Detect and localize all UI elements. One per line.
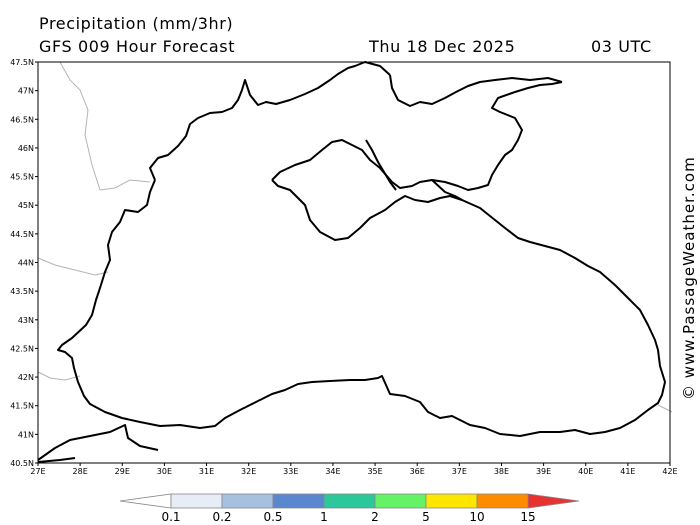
lat-tick-label: 40.5N [10,459,34,468]
lat-tick-label: 45N [18,201,34,210]
lat-tick-label: 41.5N [10,402,34,411]
legend-swatch [476,493,529,509]
lon-tick-label: 36E [410,467,425,476]
lon-tick-label: 37E [452,467,467,476]
lat-tick-label: 43N [18,316,34,325]
lat-tick-label: 46.5N [10,115,34,124]
lon-tick-label: 34E [325,467,340,476]
lat-tick-label: 46N [18,144,34,153]
lon-tick-label: 41E [620,467,635,476]
lat-tick-label: 47N [18,87,34,96]
lon-tick-label: 28E [73,467,88,476]
forecast-time: 03 UTC [591,37,652,56]
lat-tick-label: 43.5N [10,287,34,296]
lat-tick-label: 42N [18,373,34,382]
lon-tick-label: 33E [283,467,298,476]
lat-tick-label: 42.5N [10,344,34,353]
forecast-model: GFS 009 Hour Forecast [39,37,236,56]
lat-tick-label: 45.5N [10,173,34,182]
legend-swatch [272,493,325,509]
legend-swatch [170,493,223,509]
legend-label: 0.1 [161,510,180,524]
lat-tick-label: 44.5N [10,230,34,239]
coastline [37,61,666,463]
legend-label: 1 [320,510,328,524]
lon-tick-label: 39E [536,467,551,476]
lon-tick-label: 32E [241,467,256,476]
longitude-axis: 27E 28E 29E 30E 31E 32E 33E 34E 35E 36E 37E 38E 39E 4… [30,463,678,476]
lon-tick-label: 29E [115,467,130,476]
lon-tick-label: 35E [367,467,382,476]
legend-swatch [527,493,580,509]
legend-swatch [374,493,427,509]
lon-tick-label: 31E [199,467,214,476]
chart-title: Precipitation (mm/3hr) [39,14,234,33]
legend-label: 5 [422,510,430,524]
legend-swatch [221,493,274,509]
lat-tick-label: 44N [18,259,34,268]
latitude-axis: 47.5N 47N 46.5N 46N 45.5N 45N 44.5N 44N 43.5N 43N… [10,58,38,468]
legend-label: 2 [371,510,379,524]
lat-tick-label: 47.5N [10,58,34,67]
forecast-date: Thu 18 Dec 2025 [369,37,516,56]
legend-swatch [119,493,172,509]
lon-tick-label: 40E [578,467,593,476]
legend-label: 10 [469,510,484,524]
country-borders [37,61,673,413]
legend-swatch [323,493,376,509]
lon-tick-label: 38E [494,467,509,476]
legend-label: 0.2 [212,510,231,524]
lon-tick-label: 27E [30,467,45,476]
lon-tick-label: 42E [662,467,677,476]
lon-tick-label: 30E [157,467,172,476]
map-frame [37,61,671,464]
precip-legend: 0.1 0.2 0.5 1 2 5 10 15 [119,493,580,524]
lat-tick-label: 41N [18,430,34,439]
legend-label: 0.5 [263,510,282,524]
legend-swatch [425,493,478,509]
legend-label: 15 [520,510,535,524]
